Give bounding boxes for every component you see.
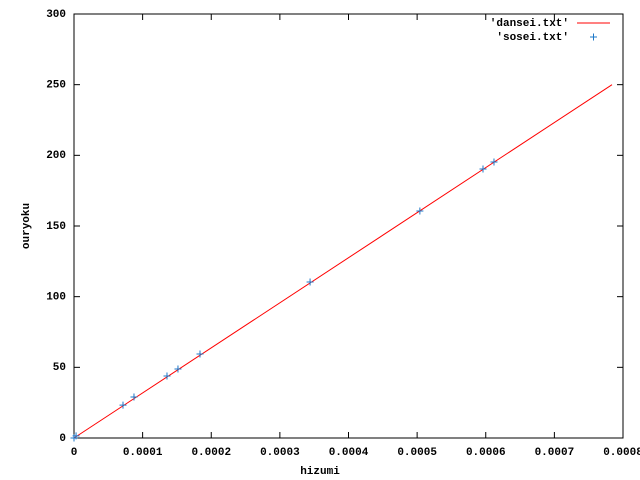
- y-tick-label: 150: [46, 221, 66, 233]
- x-tick-label: 0.0006: [466, 447, 506, 459]
- y-tick-label: 250: [46, 80, 66, 92]
- x-tick-label: 0.0005: [397, 447, 437, 459]
- data-point: [130, 393, 138, 401]
- x-axis-label: hizumi: [300, 466, 340, 478]
- legend-point: [590, 33, 597, 41]
- legend-label: 'sosei.txt': [496, 32, 569, 44]
- x-tick-label: 0.0007: [535, 447, 575, 459]
- data-point: [306, 278, 314, 286]
- x-tick-label: 0.0001: [123, 447, 163, 459]
- y-tick-label: 0: [59, 433, 66, 445]
- y-tick-label: 200: [46, 150, 66, 162]
- data-point: [490, 158, 498, 166]
- data-point: [196, 350, 204, 358]
- data-point: [163, 372, 171, 380]
- y-tick-label: 100: [46, 292, 66, 304]
- data-line: [73, 84, 613, 439]
- plot-frame: [73, 13, 624, 439]
- legend-label: 'dansei.txt': [490, 18, 569, 30]
- data-point: [479, 165, 487, 173]
- x-tick-label: 0.0002: [191, 447, 231, 459]
- y-axis-label: ouryoku: [21, 203, 33, 249]
- y-tick-label: 300: [46, 9, 66, 21]
- x-tick-label: 0.0008: [603, 447, 640, 459]
- data-point: [72, 432, 80, 440]
- data-point: [119, 401, 127, 409]
- x-tick-label: 0.0004: [329, 447, 369, 459]
- y-tick-label: 50: [53, 362, 66, 374]
- data-point: [174, 365, 182, 373]
- x-tick-label: 0.0003: [260, 447, 300, 459]
- x-tick-label: 0: [71, 447, 78, 459]
- data-point: [416, 207, 424, 215]
